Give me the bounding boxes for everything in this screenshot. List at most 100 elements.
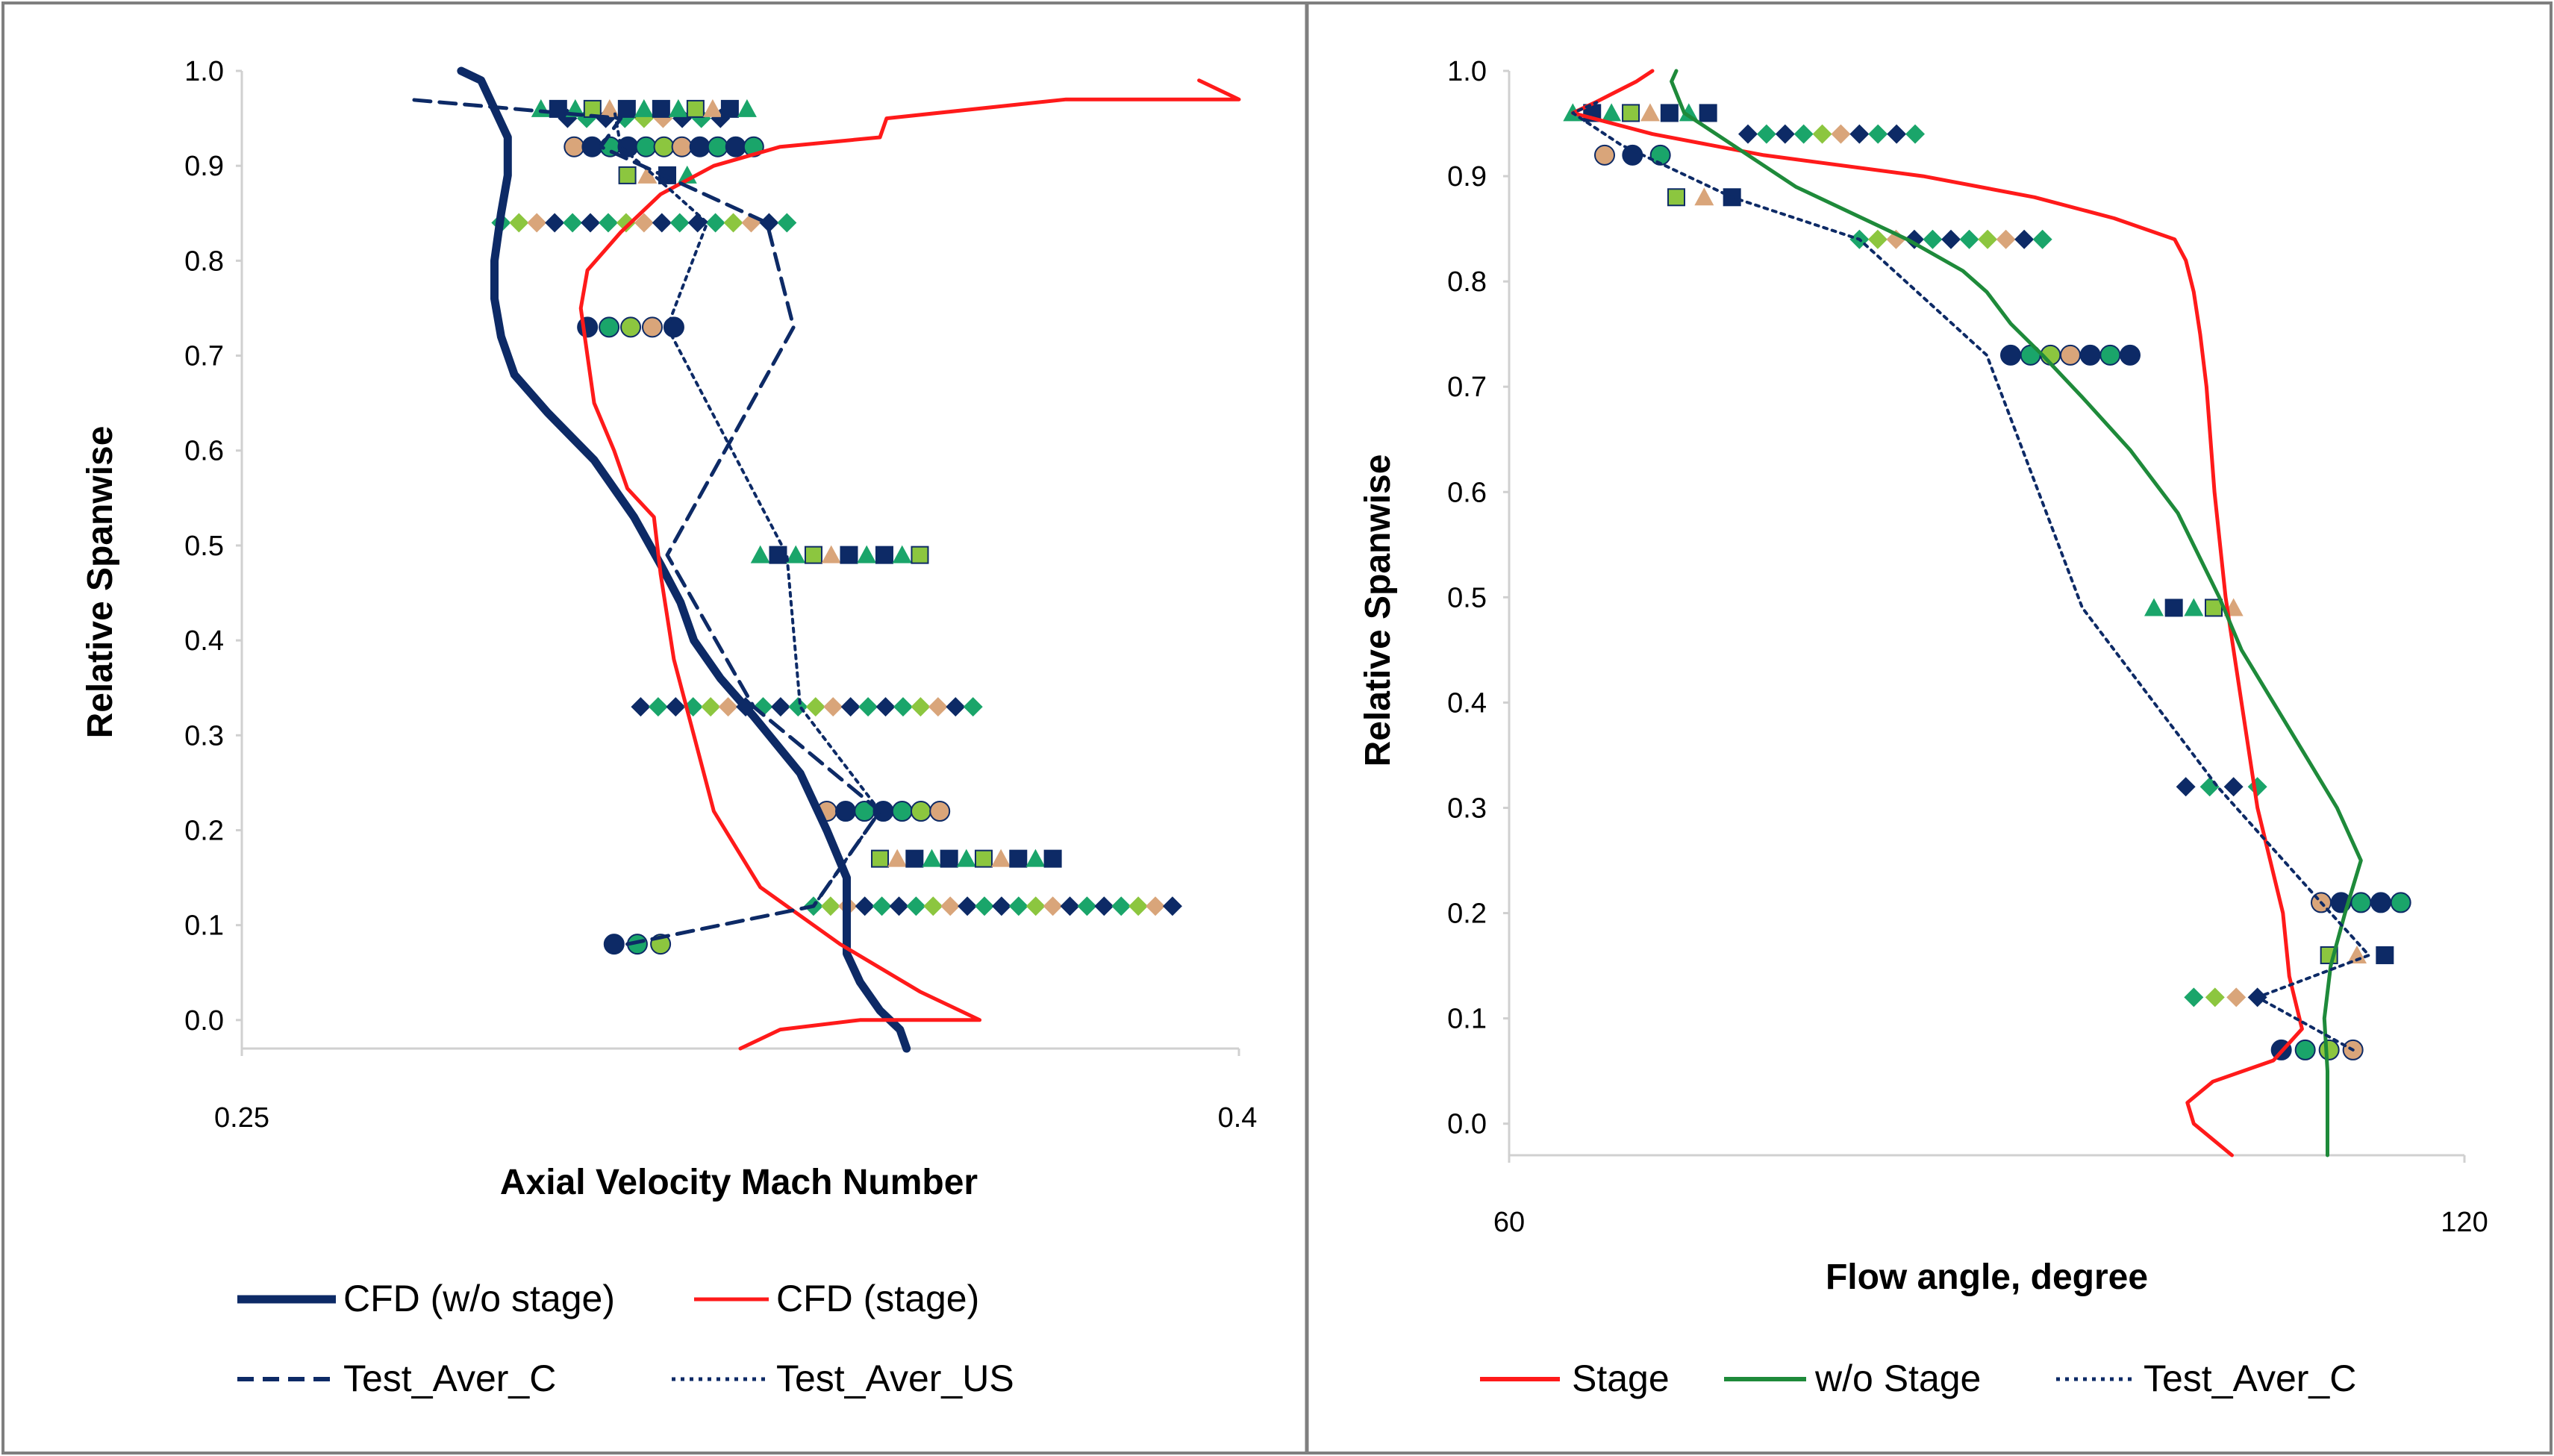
left-test-marker (1025, 849, 1046, 867)
left-test-markers (491, 99, 1182, 955)
right-test-marker (2390, 892, 2411, 913)
right-test-marker (1694, 187, 1714, 206)
left-xtick-label: 0.4 (1218, 1102, 1258, 1134)
left-test-marker (891, 801, 913, 822)
left-test-marker (620, 316, 642, 338)
left-test-marker (759, 213, 779, 233)
left-test-marker (531, 99, 551, 117)
left-test-marker (1060, 896, 1080, 916)
right-test-marker (2184, 987, 2204, 1007)
left-test-marker (786, 545, 806, 563)
left-series-test-aver-us (612, 107, 881, 908)
left-test-marker (855, 896, 875, 916)
left-test-marker (946, 697, 966, 717)
left-test-marker (892, 545, 912, 563)
right-test-marker (2294, 1039, 2316, 1060)
left-test-marker (940, 849, 958, 868)
left-test-marker (669, 213, 690, 233)
left-ytick-label: 0.7 (184, 341, 224, 372)
left-ytick-label: 0.3 (184, 720, 224, 752)
left-test-marker (991, 896, 1011, 916)
left-test-marker (911, 697, 931, 717)
right-ytick-label: 0.4 (1447, 687, 1487, 719)
left-test-marker (1111, 896, 1131, 916)
right-ytick-label: 0.6 (1447, 477, 1487, 508)
right-ytick-label: 0.5 (1447, 582, 1487, 613)
right-test-marker (2350, 892, 2372, 913)
right-test-marker (1594, 144, 1615, 166)
left-test-marker (1162, 896, 1182, 916)
left-test-marker (928, 697, 948, 717)
left-test-marker (893, 697, 913, 717)
left-test-marker (911, 546, 929, 564)
right-test-marker (1941, 229, 1961, 249)
left-test-marker (653, 136, 675, 157)
right-ytick-label: 0.9 (1447, 161, 1487, 193)
right-test-marker (2376, 946, 2394, 964)
left-chart: 0.0 0.1 0.2 0.3 0.4 0.5 0.6 0.7 0.8 0.9 1.0 0.25 0.… (81, 56, 1257, 1399)
right-test-marker (2318, 1039, 2340, 1060)
left-test-marker (1077, 896, 1097, 916)
left-test-marker (671, 136, 693, 157)
right-chart: 0.00.10.20.30.40.50.60.70.80.91.0 60 120 … (1358, 56, 2488, 1399)
left-test-marker (840, 546, 858, 564)
right-test-marker (2032, 229, 2052, 249)
left-test-marker (563, 213, 583, 233)
left-test-marker (686, 99, 705, 118)
left-test-marker (1128, 896, 1149, 916)
left-test-marker (687, 213, 708, 233)
left-test-marker (637, 165, 658, 184)
left-test-marker (975, 896, 995, 916)
left-ytick-label: 0.5 (184, 531, 224, 562)
right-test-marker (1867, 229, 1888, 249)
left-test-marker (872, 896, 892, 916)
right-test-marker (1699, 104, 1717, 122)
left-xtick-label: 0.25 (214, 1102, 269, 1134)
right-test-marker (1602, 103, 1622, 122)
left-y-axis-title: Relative Spanwise (81, 426, 120, 739)
left-test-marker (617, 99, 636, 118)
left-test-marker (905, 849, 924, 868)
right-test-marker (2144, 598, 2164, 616)
right-xtick-label: 60 (1493, 1207, 1525, 1238)
right-test-marker (2226, 987, 2247, 1007)
right-xtick-label: 120 (2441, 1207, 2488, 1238)
right-ytick-label: 0.0 (1447, 1109, 1487, 1140)
left-test-marker (598, 213, 618, 233)
left-test-marker (634, 99, 654, 117)
left-test-marker (666, 697, 686, 717)
left-test-marker (527, 213, 547, 233)
left-test-marker (725, 136, 746, 157)
right-ytick-label: 0.1 (1447, 1004, 1487, 1035)
left-test-marker (648, 697, 668, 717)
left-test-marker (857, 545, 877, 563)
right-test-marker (1849, 124, 1870, 144)
left-test-marker (804, 546, 822, 564)
left-test-marker (777, 213, 797, 233)
right-test-marker (2176, 777, 2196, 797)
left-test-marker (875, 697, 896, 717)
left-test-marker (702, 99, 722, 117)
left-series-cfd-stage (578, 78, 1241, 1051)
left-test-marker (1146, 896, 1166, 916)
right-test-marker (2164, 599, 2183, 617)
right-test-marker (2347, 945, 2367, 963)
left-test-marker (1008, 896, 1028, 916)
right-test-marker (2060, 344, 2081, 366)
left-test-marker (581, 213, 601, 233)
left-test-marker (770, 697, 790, 717)
left-test-marker (634, 213, 654, 233)
left-test-marker (718, 697, 738, 717)
right-test-marker (2370, 892, 2391, 913)
left-test-marker (509, 213, 529, 233)
right-test-marker (1622, 104, 1640, 122)
left-test-marker (1025, 896, 1046, 916)
left-legend: CFD (w/o stage) CFD (stage) Test_Aver_C … (237, 1278, 1014, 1399)
right-test-marker (2014, 229, 2035, 249)
right-test-marker (1831, 124, 1851, 144)
left-test-marker (922, 849, 942, 867)
left-test-marker (769, 546, 787, 564)
left-test-marker (887, 849, 908, 867)
right-ytick-label: 0.3 (1447, 793, 1487, 824)
